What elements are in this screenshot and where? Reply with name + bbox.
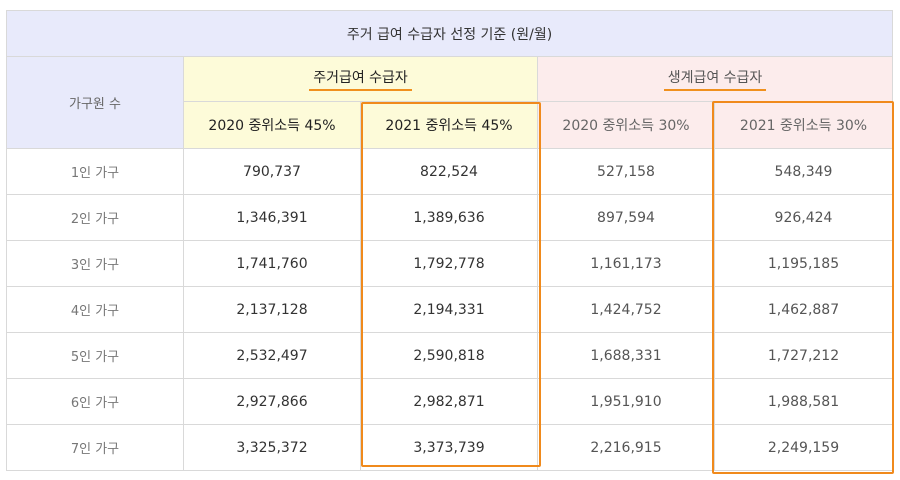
table-cell: 2,927,866	[183, 378, 361, 425]
table-cell: 1,161,173	[537, 240, 715, 287]
table-row: 2인 가구 1,346,391 1,389,636 897,594 926,42…	[6, 194, 894, 241]
table-cell: 2,249,159	[713, 424, 894, 471]
table-cell: 1,389,636	[360, 194, 538, 241]
group-header-livelihood: 생계급여 수급자	[536, 56, 894, 102]
table-row: 1인 가구 790,737 822,524 527,158 548,349	[6, 148, 894, 195]
subheader-housing-2020: 2020 중위소득 45%	[183, 101, 361, 149]
row-label: 7인 가구	[6, 424, 184, 471]
table-cell: 2,137,128	[183, 286, 361, 333]
row-label: 4인 가구	[6, 286, 184, 333]
subheader-housing-2021: 2021 중위소득 45%	[360, 101, 538, 149]
table-row: 6인 가구 2,927,866 2,982,871 1,951,910 1,98…	[6, 378, 894, 425]
table-cell: 1,195,185	[713, 240, 894, 287]
table-cell: 822,524	[360, 148, 538, 195]
group-label-livelihood: 생계급여 수급자	[663, 67, 767, 91]
table-cell: 527,158	[537, 148, 715, 195]
table-cell: 897,594	[537, 194, 715, 241]
group-label-housing: 주거급여 수급자	[309, 67, 412, 91]
row-label: 2인 가구	[6, 194, 184, 241]
row-header: 가구원 수	[6, 56, 184, 149]
income-criteria-table: 주거 급여 수급자 선정 기준 (원/월) 가구원 수 주거급여 수급자 생계급…	[5, 10, 894, 471]
table-cell: 926,424	[713, 194, 894, 241]
table-cell: 1,988,581	[713, 378, 894, 425]
row-label: 5인 가구	[6, 332, 184, 379]
table-cell: 548,349	[713, 148, 894, 195]
table-row: 3인 가구 1,741,760 1,792,778 1,161,173 1,19…	[6, 240, 894, 287]
table-cell: 3,325,372	[183, 424, 361, 471]
table-cell: 2,194,331	[360, 286, 538, 333]
row-label: 1인 가구	[6, 148, 184, 195]
table-cell: 1,346,391	[183, 194, 361, 241]
subheader-livelihood-2021: 2021 중위소득 30%	[713, 101, 894, 149]
subheader-livelihood-2020: 2020 중위소득 30%	[537, 101, 715, 149]
table-cell: 3,373,739	[360, 424, 538, 471]
row-label: 6인 가구	[6, 378, 184, 425]
table-cell: 2,590,818	[360, 332, 538, 379]
table-cell: 1,741,760	[183, 240, 361, 287]
table-cell: 1,727,212	[713, 332, 894, 379]
table-cell: 1,424,752	[537, 286, 715, 333]
table-cell: 1,792,778	[360, 240, 538, 287]
table-cell: 790,737	[183, 148, 361, 195]
table-cell: 2,216,915	[537, 424, 715, 471]
table-row: 7인 가구 3,325,372 3,373,739 2,216,915 2,24…	[6, 424, 894, 471]
table-title: 주거 급여 수급자 선정 기준 (원/월)	[5, 10, 894, 57]
table-cell: 2,532,497	[183, 332, 361, 379]
table-cell: 1,462,887	[713, 286, 894, 333]
row-label: 3인 가구	[6, 240, 184, 287]
table-cell: 2,982,871	[360, 378, 538, 425]
table-row: 4인 가구 2,137,128 2,194,331 1,424,752 1,46…	[6, 286, 894, 333]
table-cell: 1,951,910	[537, 378, 715, 425]
table-cell: 1,688,331	[537, 332, 715, 379]
group-header-housing: 주거급여 수급자	[183, 56, 538, 102]
table-row: 5인 가구 2,532,497 2,590,818 1,688,331 1,72…	[6, 332, 894, 379]
